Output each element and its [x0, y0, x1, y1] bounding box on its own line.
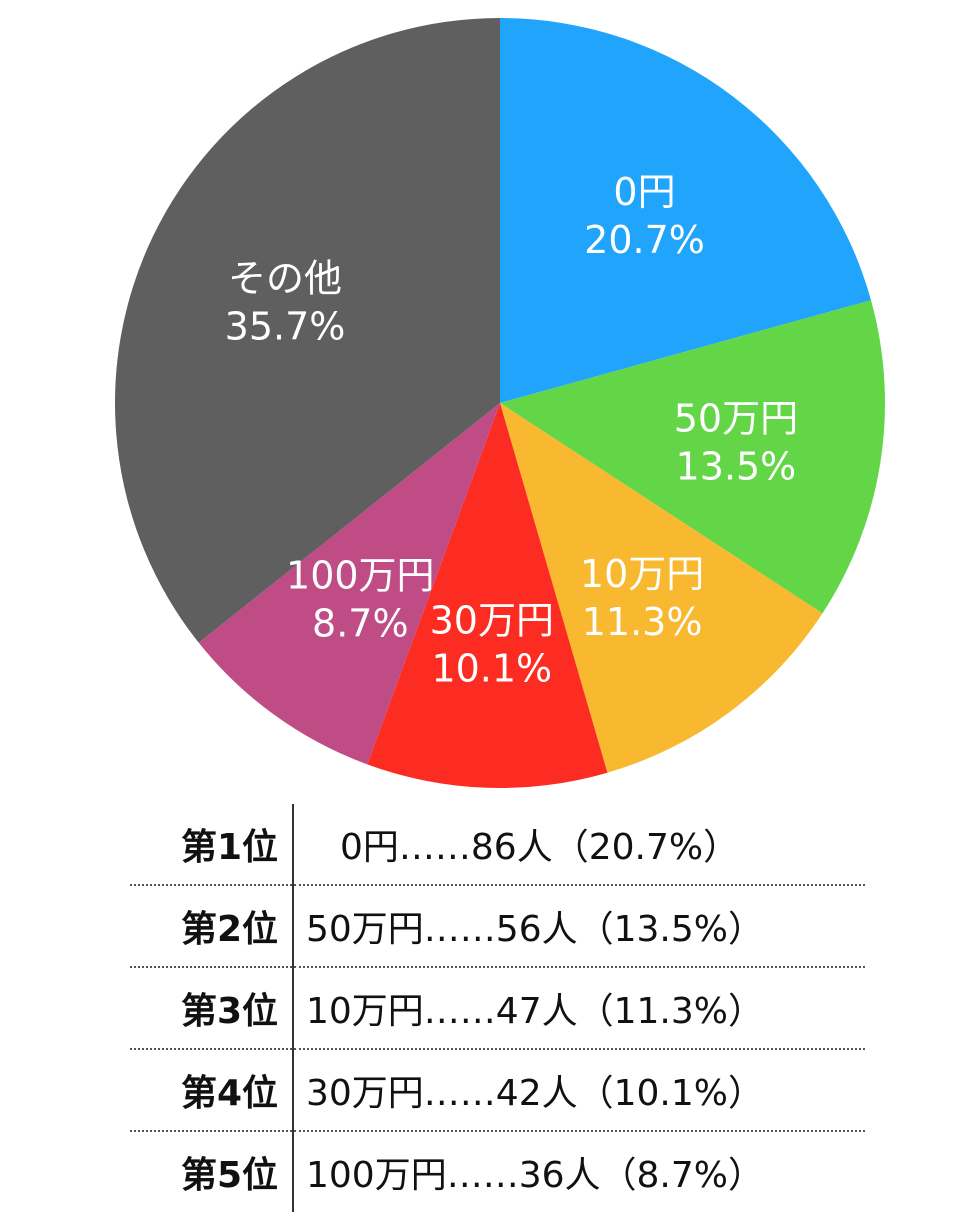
pie-slices	[115, 18, 885, 788]
pie-slice	[198, 403, 500, 765]
rank-label: 第4位	[130, 1048, 294, 1131]
ranking-row: 第4位 30万円……42人（10.1%）	[130, 1048, 865, 1131]
slice-label-percent: 13.5%	[676, 445, 797, 489]
pie-slice	[500, 403, 823, 773]
rank-label: 第5位	[130, 1130, 294, 1212]
rank-label: 第1位	[130, 804, 294, 885]
pie-chart: 0円 20.7%50万円 13.5%10万円 11.3%30万円 10.1%100万円 8…	[115, 18, 885, 788]
slice-label-name: 10万円	[580, 552, 704, 596]
slice-label-name: その他	[228, 256, 342, 300]
slice-label: 10万円 11.3%	[580, 552, 704, 644]
slice-label: 100万円 8.7%	[286, 554, 435, 646]
pie-slice	[500, 18, 872, 403]
slice-label: 30万円 10.1%	[430, 599, 554, 691]
slice-label: その他 35.7%	[225, 256, 346, 348]
slice-label: 0円 20.7%	[584, 170, 705, 262]
rank-label: 第3位	[130, 966, 294, 1049]
slice-label-name: 30万円	[430, 599, 554, 643]
slice-label-percent: 20.7%	[584, 218, 705, 262]
rank-label: 第2位	[130, 884, 294, 967]
ranking-row: 第3位 10万円……47人（11.3%）	[130, 966, 865, 1049]
slice-label-percent: 35.7%	[225, 304, 346, 348]
slice-label-percent: 10.1%	[431, 647, 552, 691]
rank-value: 100万円……36人（8.7%）	[293, 1130, 865, 1212]
slice-label-name: 50万円	[674, 397, 798, 441]
rank-value: 10万円……47人（11.3%）	[293, 966, 865, 1049]
rank-value: 0円……86人（20.7%）	[340, 827, 740, 868]
ranking-row: 第1位 0円……86人（20.7%）	[130, 804, 865, 885]
ranking-table: 第1位 0円……86人（20.7%） 第2位 50万円……56人（13.5%） …	[130, 804, 865, 1212]
pie-labels: 0円 20.7%50万円 13.5%10万円 11.3%30万円 10.1%100万円 8…	[225, 170, 798, 691]
slice-label-name: 0円	[613, 170, 675, 214]
pie-slice	[115, 18, 500, 643]
pie-slice	[500, 300, 885, 614]
ranking-row: 第2位 50万円……56人（13.5%）	[130, 884, 865, 967]
slice-label-name: 100万円	[286, 554, 435, 598]
rank-value: 50万円……56人（13.5%）	[293, 884, 865, 967]
ranking-row: 第5位 100万円……36人（8.7%）	[130, 1130, 865, 1212]
slice-label-percent: 11.3%	[582, 600, 703, 644]
slice-label: 50万円 13.5%	[674, 397, 798, 489]
rank-value: 30万円……42人（10.1%）	[293, 1048, 865, 1131]
slice-label-percent: 8.7%	[312, 602, 409, 646]
pie-slice	[367, 403, 608, 788]
